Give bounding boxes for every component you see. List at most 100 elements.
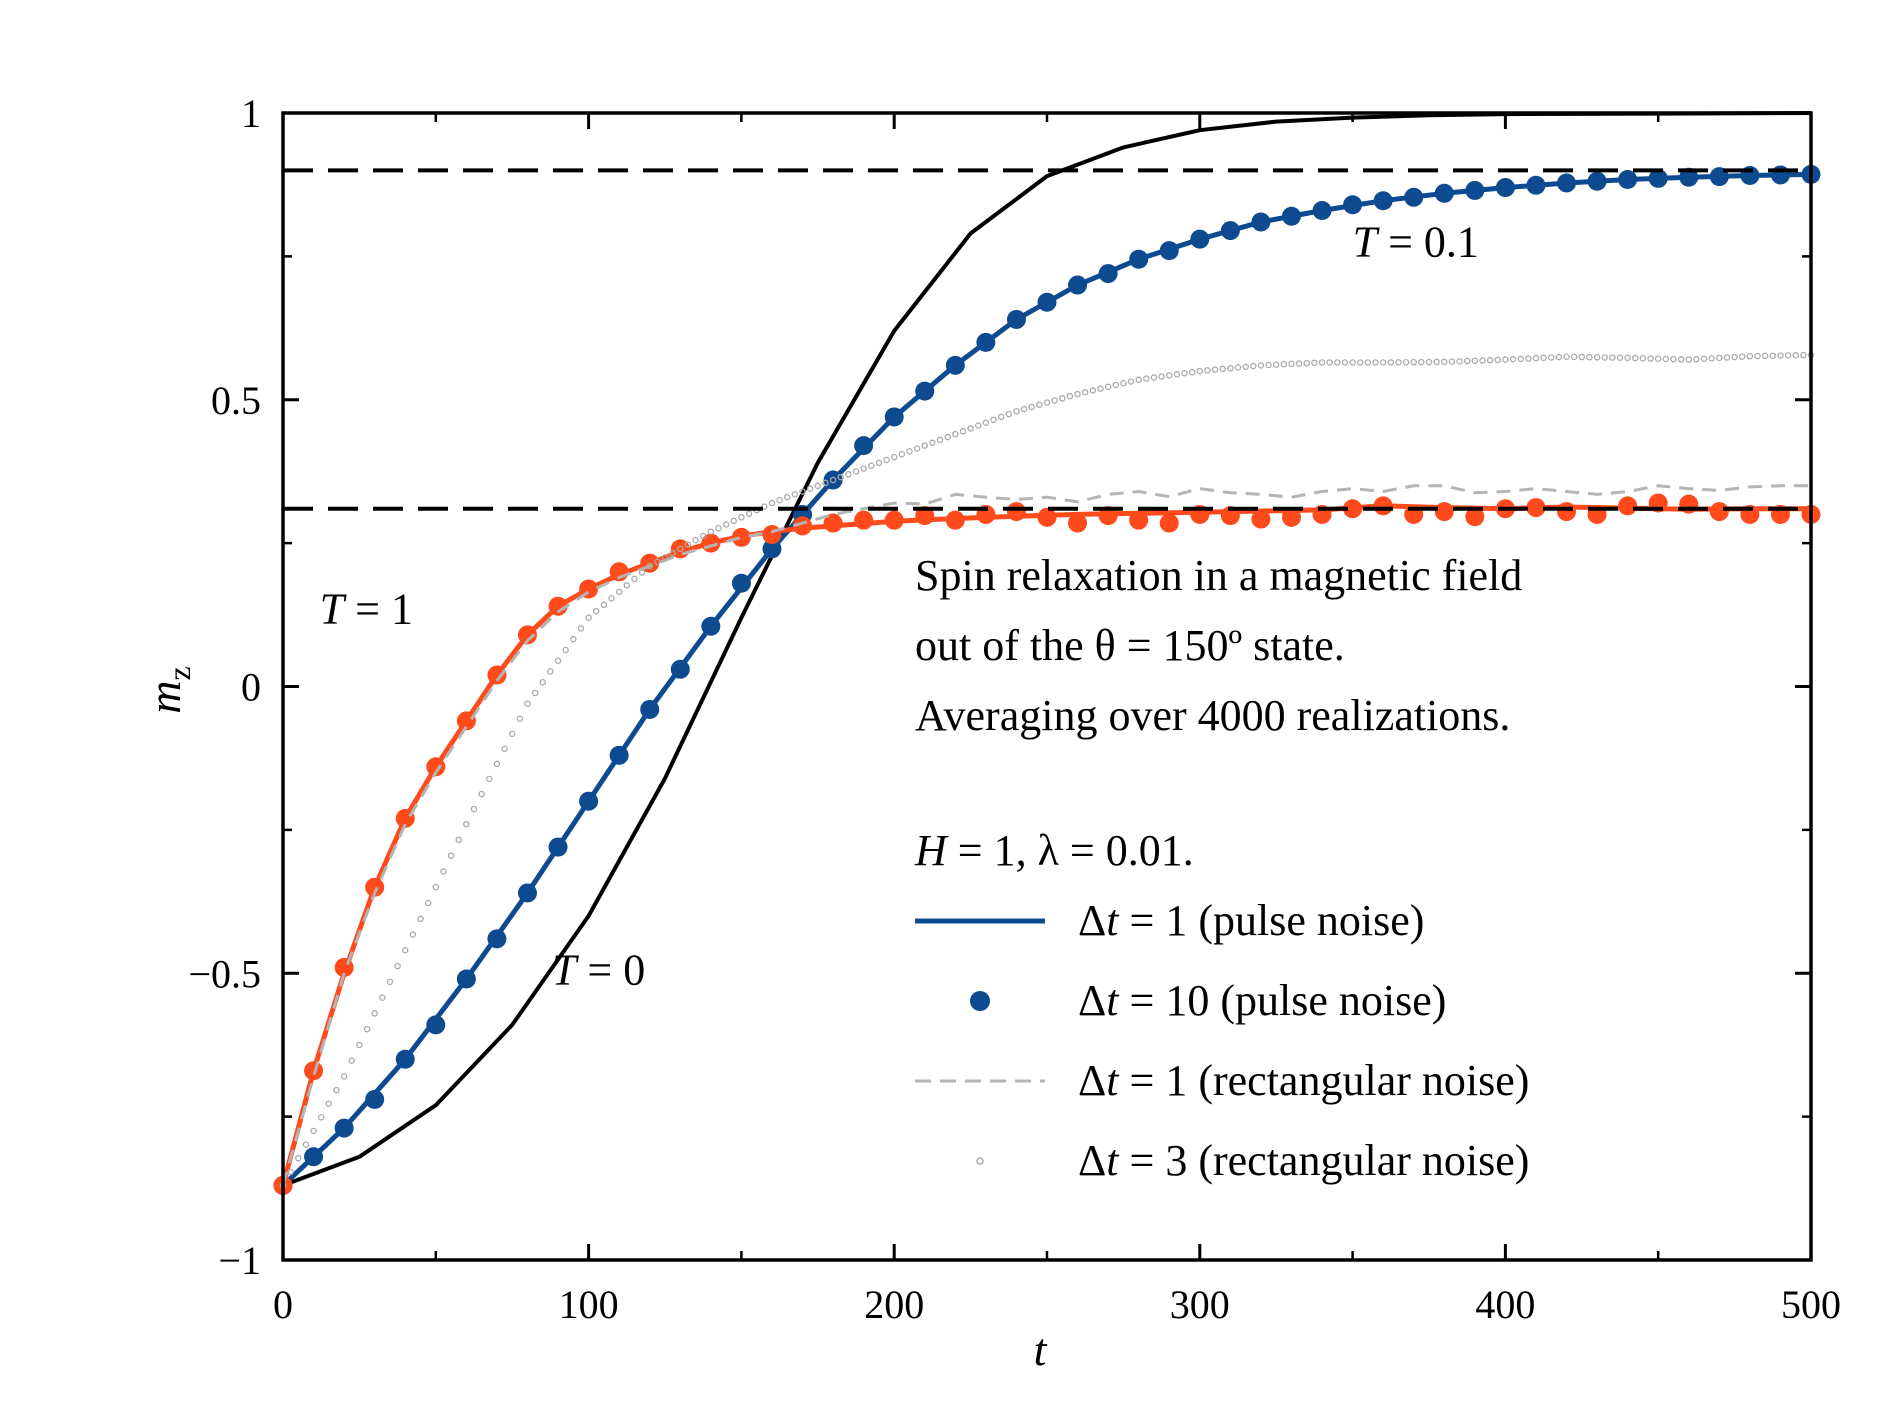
data-point-open [1395, 359, 1402, 366]
series-t-0-1-t-1-pulse-noise [281, 171, 1812, 1188]
data-point-open [791, 491, 799, 498]
legend-var: t [1106, 1136, 1120, 1185]
data-point-open [1311, 359, 1318, 367]
data-point-open [814, 482, 822, 490]
data-point-open [508, 730, 516, 738]
data-point-open [1448, 358, 1456, 365]
data-point-open [1761, 352, 1769, 360]
data-point [731, 573, 751, 593]
data-point-open [822, 479, 829, 487]
legend-text: = 1 (pulse noise) [1119, 896, 1425, 945]
data-point-open [501, 745, 508, 753]
data-point-open [1104, 383, 1112, 391]
data-point-open [1486, 356, 1494, 364]
data-point-open [1089, 387, 1097, 394]
data-point-open [1731, 353, 1738, 361]
y-axis-label-main: m [139, 680, 190, 713]
annotation-var: T [1353, 217, 1381, 266]
data-point-open [1410, 358, 1417, 366]
legend-entry: Δt = 1 (pulse noise) [915, 896, 1424, 945]
legend-entry: Δt = 1 (rectangular noise) [915, 1056, 1529, 1105]
x-tick-label: 100 [559, 1282, 619, 1327]
data-point-open [845, 471, 852, 478]
data-point [426, 1015, 446, 1035]
data-point-open [1517, 355, 1524, 363]
data-point-open [463, 820, 470, 828]
data-point-open [913, 445, 921, 452]
data-point-open [325, 1100, 333, 1107]
data-point-open [1769, 352, 1777, 359]
data-point [1465, 507, 1485, 527]
x-tick-label: 400 [1475, 1282, 1535, 1327]
data-point-open [623, 582, 631, 589]
data-point-open [1593, 354, 1601, 361]
data-point-open [990, 416, 997, 424]
tick-labels: 0 100 200 300 400 500 −1 −0.5 0 0.5 1 [188, 91, 1841, 1327]
data-point-open [1685, 356, 1693, 363]
series-line [281, 171, 1812, 1188]
data-point [487, 665, 507, 685]
data-point-open [1601, 354, 1608, 361]
data-point [1648, 168, 1668, 188]
series-layer [273, 111, 1821, 1195]
data-point-open [592, 607, 600, 615]
data-point [1281, 507, 1301, 527]
data-point-open [1143, 375, 1150, 382]
data-point [1373, 496, 1393, 516]
data-point-open [302, 1141, 310, 1148]
data-point [1679, 167, 1699, 187]
data-point-open [1158, 373, 1165, 380]
data-point-open [1738, 353, 1746, 360]
data-point [609, 745, 629, 765]
legend-delta: Δ [1078, 896, 1106, 945]
data-point-open [1280, 361, 1288, 368]
legend: Δt = 1 (pulse noise)Δt = 10 (pulse noise… [915, 896, 1529, 1185]
data-point-open [493, 760, 501, 768]
data-point-open [1754, 352, 1761, 360]
legend-text: = 10 (pulse noise) [1119, 976, 1447, 1025]
data-point-open [1471, 357, 1479, 365]
data-point [304, 1147, 324, 1167]
data-point-open [1800, 351, 1807, 359]
data-point [365, 1089, 385, 1109]
data-point-open [287, 1168, 294, 1176]
data-point-open [715, 524, 722, 532]
y-tick-label: −0.5 [188, 951, 261, 996]
data-point-open [768, 499, 776, 507]
series-t-1-t-3-rectangular-noise [279, 351, 1815, 1189]
y-axis-label-subscript: z [161, 666, 197, 680]
data-point-open [470, 805, 478, 813]
data-point [1404, 187, 1424, 207]
data-point [1129, 510, 1149, 530]
series-t-1-t-1-rectangular-noise [281, 484, 1811, 1186]
series-t-0-1-t-10-pulse-noise [273, 164, 1821, 1195]
data-point-open [363, 1025, 371, 1033]
annotation-value: = 0 [576, 946, 645, 995]
series-line [282, 111, 1812, 1188]
data-point-open [1227, 364, 1234, 372]
data-point-open [1463, 357, 1471, 365]
data-point [1465, 180, 1485, 200]
data-point-open [1563, 353, 1570, 360]
legend-swatch-open [976, 1157, 984, 1165]
data-point [854, 436, 874, 456]
legend-text: = 3 (rectangular noise) [1119, 1136, 1530, 1185]
data-point-open [1570, 353, 1578, 361]
data-point [1434, 183, 1454, 203]
data-point-open [1173, 371, 1181, 378]
data-point-open [1639, 355, 1647, 362]
data-point-open [631, 575, 638, 583]
data-point [1220, 221, 1240, 241]
data-point-open [1013, 407, 1020, 415]
data-point-open [547, 668, 554, 675]
data-point-open [1341, 359, 1349, 366]
data-point-open [1051, 397, 1058, 404]
data-point [640, 699, 660, 719]
data-point-open [333, 1086, 340, 1094]
curve-annotations: T = 0.1T = 1T = 0 [320, 217, 1479, 994]
data-point-open [1242, 363, 1249, 371]
data-point [487, 929, 507, 949]
data-point-open [1234, 364, 1242, 371]
annotation-var: T [320, 584, 348, 633]
data-point-open [340, 1073, 348, 1080]
